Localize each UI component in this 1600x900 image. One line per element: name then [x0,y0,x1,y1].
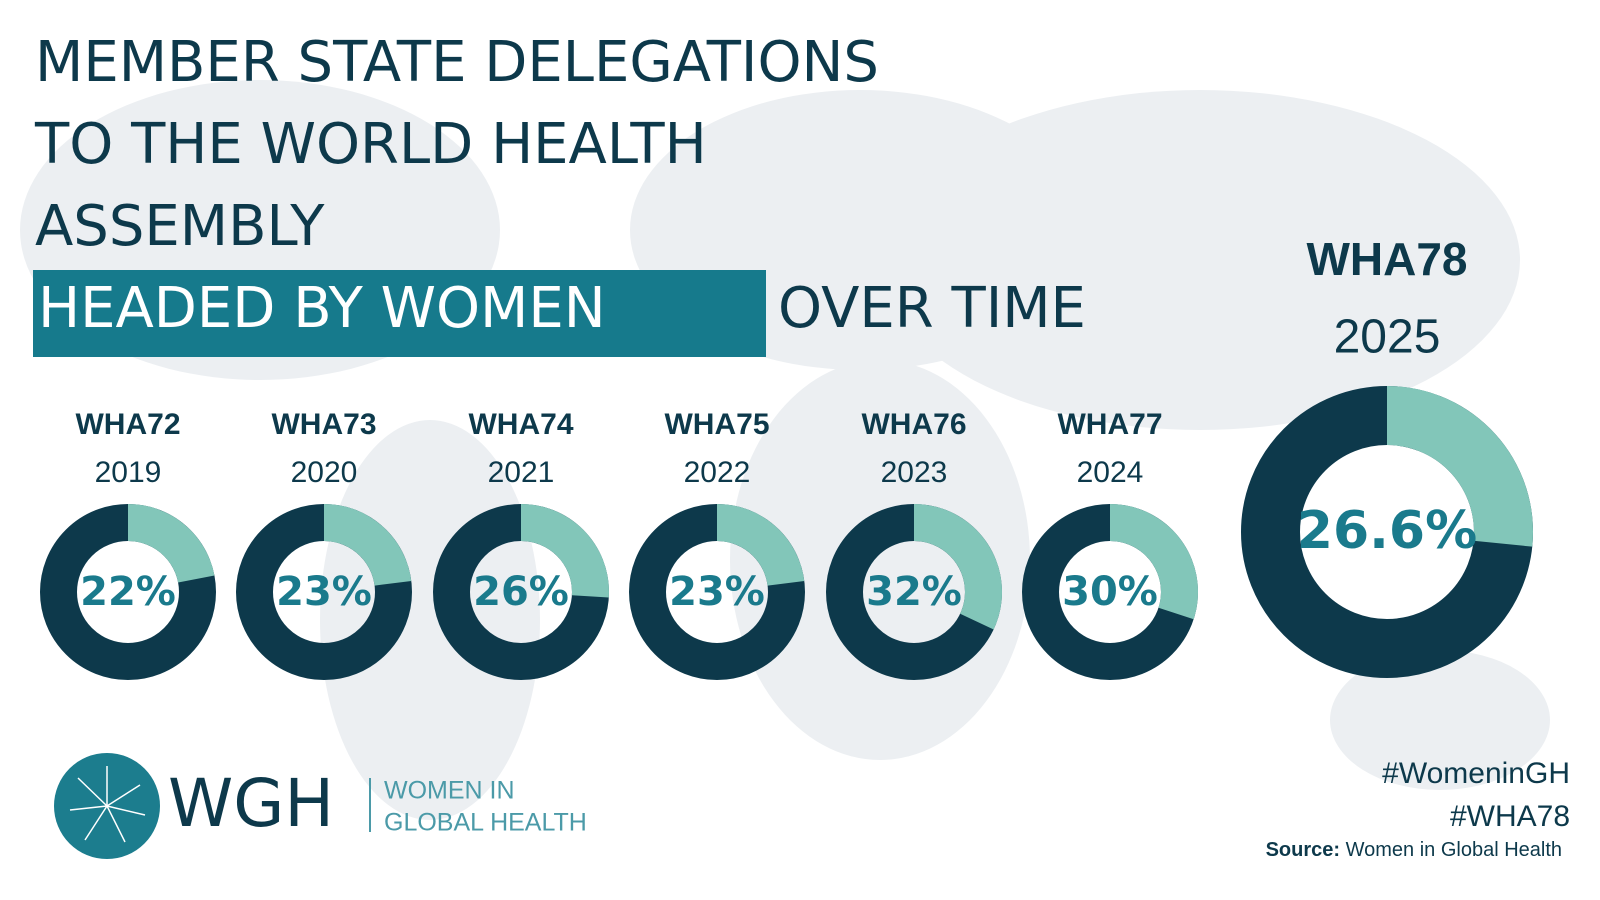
value-label: 32% [866,569,962,615]
chart-subtitle: 2024 [1077,456,1144,489]
chart-subtitle: 2022 [684,456,751,489]
value-label: 23% [276,569,372,615]
value-label: 22% [80,569,176,615]
chart-title: WHA73 [271,408,376,441]
logo-acronym: WGH [168,765,334,842]
value-label: 23% [669,569,765,615]
highlight-box [33,270,766,357]
chart-subtitle: 2019 [95,456,162,489]
chart-subtitle: 2020 [291,456,358,489]
chart-subtitle: 2023 [881,456,948,489]
chart-title: WHA72 [75,408,180,441]
source: Source: Women in Global Health [1266,839,1562,861]
title-line: ASSEMBLY [35,194,325,259]
chart-title: WHA76 [861,408,966,441]
value-label: 30% [1062,569,1158,615]
logo: WGH WOMEN IN GLOBAL HEALTH [54,753,587,859]
chart-subtitle: 2021 [488,456,555,489]
donut-segment [521,504,609,598]
chart-title: WHA75 [664,408,769,441]
logo-name: WOMEN IN [384,777,515,805]
title-line: MEMBER STATE DELEGATIONS [35,30,879,95]
donut-segment [128,504,215,583]
value-label: 26% [473,569,569,615]
hashtag: #WomeninGH [1382,757,1570,790]
hashtag: #WHA78 [1450,800,1570,833]
title-line: TO THE WORLD HEALTH [34,112,707,177]
chart-subtitle: 2025 [1334,311,1441,364]
donut-segment [324,504,412,586]
value-label: 26.6% [1297,501,1477,561]
chart-title: WHA78 [1306,233,1467,285]
title-end: OVER TIME [778,276,1086,341]
donut-segment [914,504,1002,630]
donut-segment [1387,386,1533,547]
chart-title: WHA74 [468,408,573,441]
donut-segment [1110,504,1198,620]
donut-segment [717,504,805,586]
source-text: Women in Global Health [1346,839,1562,861]
source-label: Source: [1266,839,1340,861]
title-highlight: HEADED BY WOMEN [38,276,606,341]
logo-name: GLOBAL HEALTH [384,809,587,837]
chart-title: WHA77 [1057,408,1162,441]
logo-rays [69,766,146,843]
